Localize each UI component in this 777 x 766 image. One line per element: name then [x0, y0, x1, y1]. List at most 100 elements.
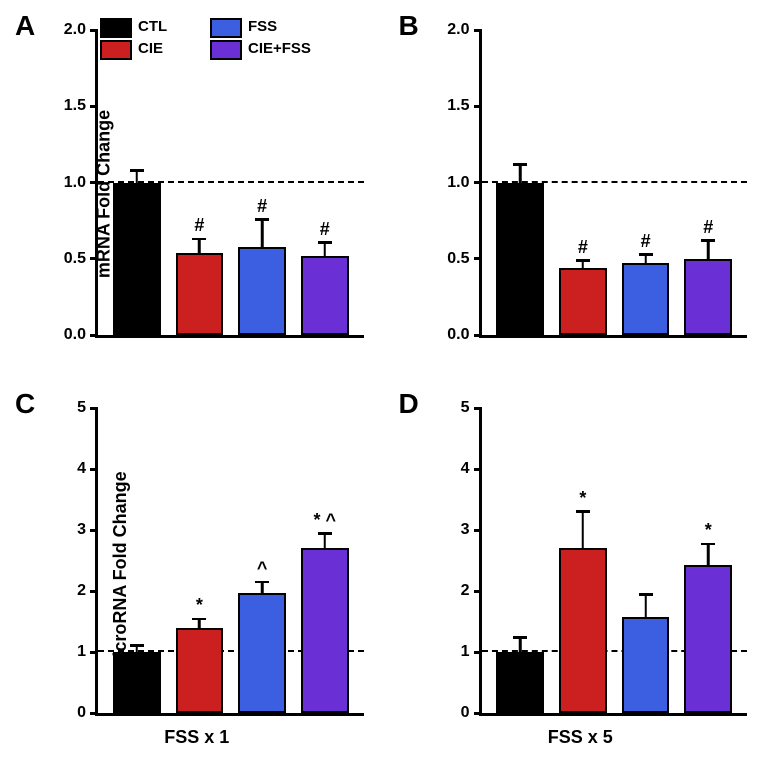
y-tick [474, 181, 482, 184]
legend-label: CIE [138, 40, 163, 60]
y-tick [474, 257, 482, 260]
error-bar [323, 535, 326, 548]
significance-marker: # [194, 215, 204, 236]
panel-a: A mRNA Fold Change 0.00.51.01.52.0### CT… [10, 10, 384, 378]
y-tick-label: 0.0 [447, 326, 469, 344]
error-bar [261, 583, 264, 593]
bar-ctl [113, 408, 161, 713]
bar-rect [622, 617, 670, 713]
error-cap [318, 241, 332, 244]
error-bar [261, 221, 264, 247]
bar-rect [496, 183, 544, 336]
y-tick [474, 529, 482, 532]
significance-marker: * [579, 488, 586, 509]
error-cap [701, 543, 715, 546]
y-tick [90, 105, 98, 108]
error-cap [192, 238, 206, 241]
bar-ctl [496, 30, 544, 335]
bar-ciefss: # [301, 30, 349, 335]
error-bar [323, 244, 326, 256]
error-bar [644, 256, 647, 264]
error-cap [130, 169, 144, 172]
bar-fss: # [238, 30, 286, 335]
y-tick-label: 1 [77, 643, 86, 661]
legend-item-ctl: CTL [100, 18, 167, 38]
y-tick-label: 2.0 [64, 21, 86, 39]
y-tick [474, 407, 482, 410]
legend-label: FSS [248, 18, 277, 38]
y-tick [474, 105, 482, 108]
y-tick [474, 590, 482, 593]
bars-container: ** [482, 408, 748, 713]
error-bar [707, 545, 710, 565]
error-cap [701, 239, 715, 242]
significance-marker: ^ [257, 558, 268, 579]
bar-rect [496, 652, 544, 713]
error-bar [198, 620, 201, 627]
bar-rect [559, 268, 607, 335]
bars-container: # # # [482, 30, 748, 335]
bar-cie: * [559, 408, 607, 713]
y-tick-label: 2 [77, 582, 86, 600]
error-bar [644, 596, 647, 617]
error-cap [192, 618, 206, 621]
y-tick [474, 29, 482, 32]
y-tick-label: 3 [461, 521, 470, 539]
bar-ciefss: * ^ [301, 408, 349, 713]
significance-marker: # [578, 237, 588, 258]
y-tick-label: 5 [77, 399, 86, 417]
y-tick-label: 2 [461, 582, 470, 600]
bar-rect [622, 263, 670, 335]
bars-container: # # # [98, 30, 364, 335]
panel-label-b: B [399, 10, 419, 42]
bar-fss: ^ [238, 408, 286, 713]
y-tick-label: 4 [461, 460, 470, 478]
y-tick-label: 1 [461, 643, 470, 661]
bar-rect [684, 259, 732, 335]
error-cap [639, 593, 653, 596]
error-cap [576, 510, 590, 513]
significance-marker: # [257, 196, 267, 217]
error-bar [519, 639, 522, 652]
error-bar [582, 262, 585, 268]
error-cap [318, 532, 332, 535]
bar-rect [176, 253, 224, 335]
legend-label: CTL [138, 18, 167, 38]
y-tick-label: 1.0 [447, 174, 469, 192]
error-cap [513, 636, 527, 639]
bar-fss: # [622, 30, 670, 335]
y-tick [90, 257, 98, 260]
error-cap [255, 581, 269, 584]
y-tick-label: 1.5 [64, 97, 86, 115]
bar-cie: # [559, 30, 607, 335]
panel-label-c: C [15, 388, 35, 420]
bar-rect [238, 247, 286, 335]
bar-fss [622, 408, 670, 713]
error-bar [582, 513, 585, 548]
legend-item-fss: FSS [210, 18, 277, 38]
bar-rect [176, 628, 224, 713]
bar-rect [684, 565, 732, 713]
y-tick [90, 468, 98, 471]
error-cap [576, 259, 590, 262]
legend-swatch [210, 40, 242, 60]
bar-rect [559, 548, 607, 713]
error-bar [707, 242, 710, 259]
bar-cie: * [176, 408, 224, 713]
legend-label: CIE+FSS [248, 40, 311, 60]
error-cap [639, 253, 653, 256]
panel-b: B 0.00.51.01.52.0### [394, 10, 768, 378]
legend-swatch [100, 18, 132, 38]
error-cap [130, 644, 144, 647]
error-bar [198, 240, 201, 252]
bar-ciefss: # [684, 30, 732, 335]
y-tick-label: 1.5 [447, 97, 469, 115]
bar-ctl [113, 30, 161, 335]
y-tick-label: 0.5 [447, 250, 469, 268]
x-axis-label-d: FSS x 5 [548, 727, 613, 748]
plot-area-d: 012345** [479, 408, 748, 716]
y-tick [474, 468, 482, 471]
legend-swatch [210, 18, 242, 38]
y-tick [90, 29, 98, 32]
significance-marker: # [703, 217, 713, 238]
